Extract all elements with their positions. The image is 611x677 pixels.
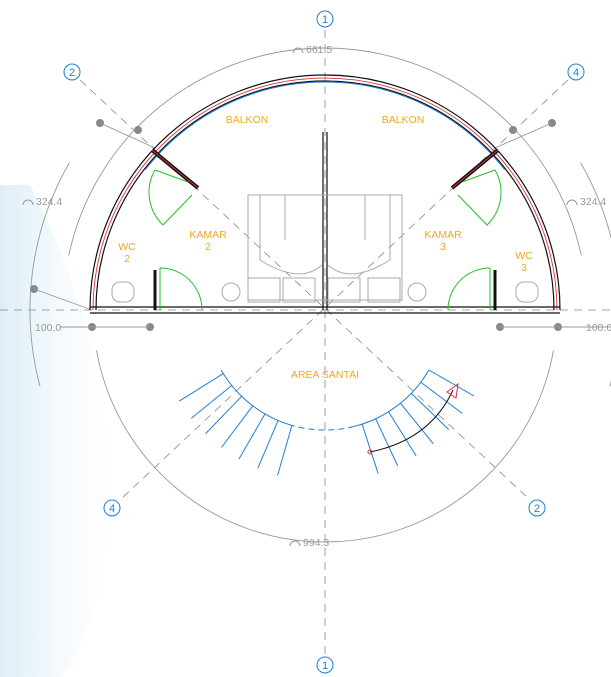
watermark [0, 185, 110, 677]
grid-axis [119, 79, 569, 501]
stair-tread [400, 402, 434, 444]
grid-label: 2 [534, 503, 540, 515]
stair-start [367, 449, 373, 455]
stair-edge [353, 369, 430, 427]
grid-bubble [528, 499, 546, 517]
room-label: 3 [521, 262, 527, 274]
partition [451, 149, 499, 189]
stair-tread [238, 413, 266, 460]
stair-tread [410, 392, 450, 430]
dimension-node [134, 126, 142, 134]
dimension: 324.4 [36, 196, 62, 208]
toilet [515, 281, 539, 303]
grid-bubble [316, 656, 334, 674]
dimension: 100.0 [586, 322, 611, 334]
grid-bubble [103, 499, 121, 517]
arc-symbol [289, 540, 301, 547]
lamp [407, 282, 427, 302]
wall [95, 80, 555, 311]
bed [247, 194, 403, 301]
stair-tread [420, 381, 463, 414]
grid-bubble [567, 63, 585, 81]
stair-edge [220, 369, 293, 426]
dimension-line [33, 288, 93, 311]
dimension: 324.4 [580, 196, 606, 208]
grid-bubble [63, 63, 81, 81]
cabinet [367, 277, 401, 303]
dimension-line [494, 122, 553, 149]
lamp [221, 282, 241, 302]
arc-symbol [566, 199, 578, 206]
stair-tread [257, 420, 279, 469]
stair-arrowhead [446, 382, 459, 399]
door [148, 169, 193, 226]
dimension: 661.5 [306, 44, 332, 56]
stair-arrow [369, 389, 454, 453]
arc-symbol [22, 199, 34, 206]
dimension-arc [580, 162, 611, 387]
stair-tread [388, 411, 417, 457]
wall [89, 74, 561, 311]
stair-tread [277, 425, 293, 476]
stair-tread [178, 373, 224, 402]
stair-tread [428, 369, 475, 397]
dimension-line [99, 122, 156, 149]
stair-tread [361, 423, 379, 474]
door [457, 169, 502, 226]
toilet [111, 281, 135, 303]
partition [151, 149, 199, 189]
cabinet [247, 277, 281, 303]
door [159, 267, 203, 311]
grid-label: 1 [322, 660, 328, 672]
grid-label: 4 [573, 67, 579, 79]
dimension: 100.0 [35, 322, 61, 334]
room-label: KAMAR [189, 229, 227, 241]
cabinet [282, 277, 316, 303]
stair-tread [191, 385, 233, 419]
dimension-arc [29, 162, 70, 387]
arc-symbol [292, 47, 304, 54]
room-label: KAMAR [424, 229, 462, 241]
grid-bubble [316, 10, 334, 28]
stair-tread [375, 418, 399, 467]
room-label: AREA SANTAI [291, 369, 359, 381]
room-label: 3 [440, 241, 446, 253]
dimension-arc [68, 47, 582, 256]
door [447, 267, 491, 311]
grid-label: 4 [109, 503, 115, 515]
stair-tread [221, 405, 254, 448]
balcony-rail [144, 81, 506, 170]
stair-edge [291, 424, 355, 431]
room-label: 2 [124, 253, 130, 265]
grid-axis [79, 79, 531, 501]
room-label: WC [118, 241, 136, 253]
room-label: 2 [205, 241, 211, 253]
dimension-arc [96, 350, 554, 543]
grid-label: 2 [69, 67, 75, 79]
cabinet [327, 277, 361, 303]
room-label: BALKON [382, 114, 425, 126]
dimension: 994.3 [303, 537, 329, 549]
grid-label: 1 [322, 14, 328, 26]
room-label: BALKON [226, 114, 269, 126]
wall [92, 77, 558, 311]
dimension-node [509, 126, 517, 134]
room-label: WC [515, 250, 533, 262]
stair-tread [205, 395, 243, 435]
